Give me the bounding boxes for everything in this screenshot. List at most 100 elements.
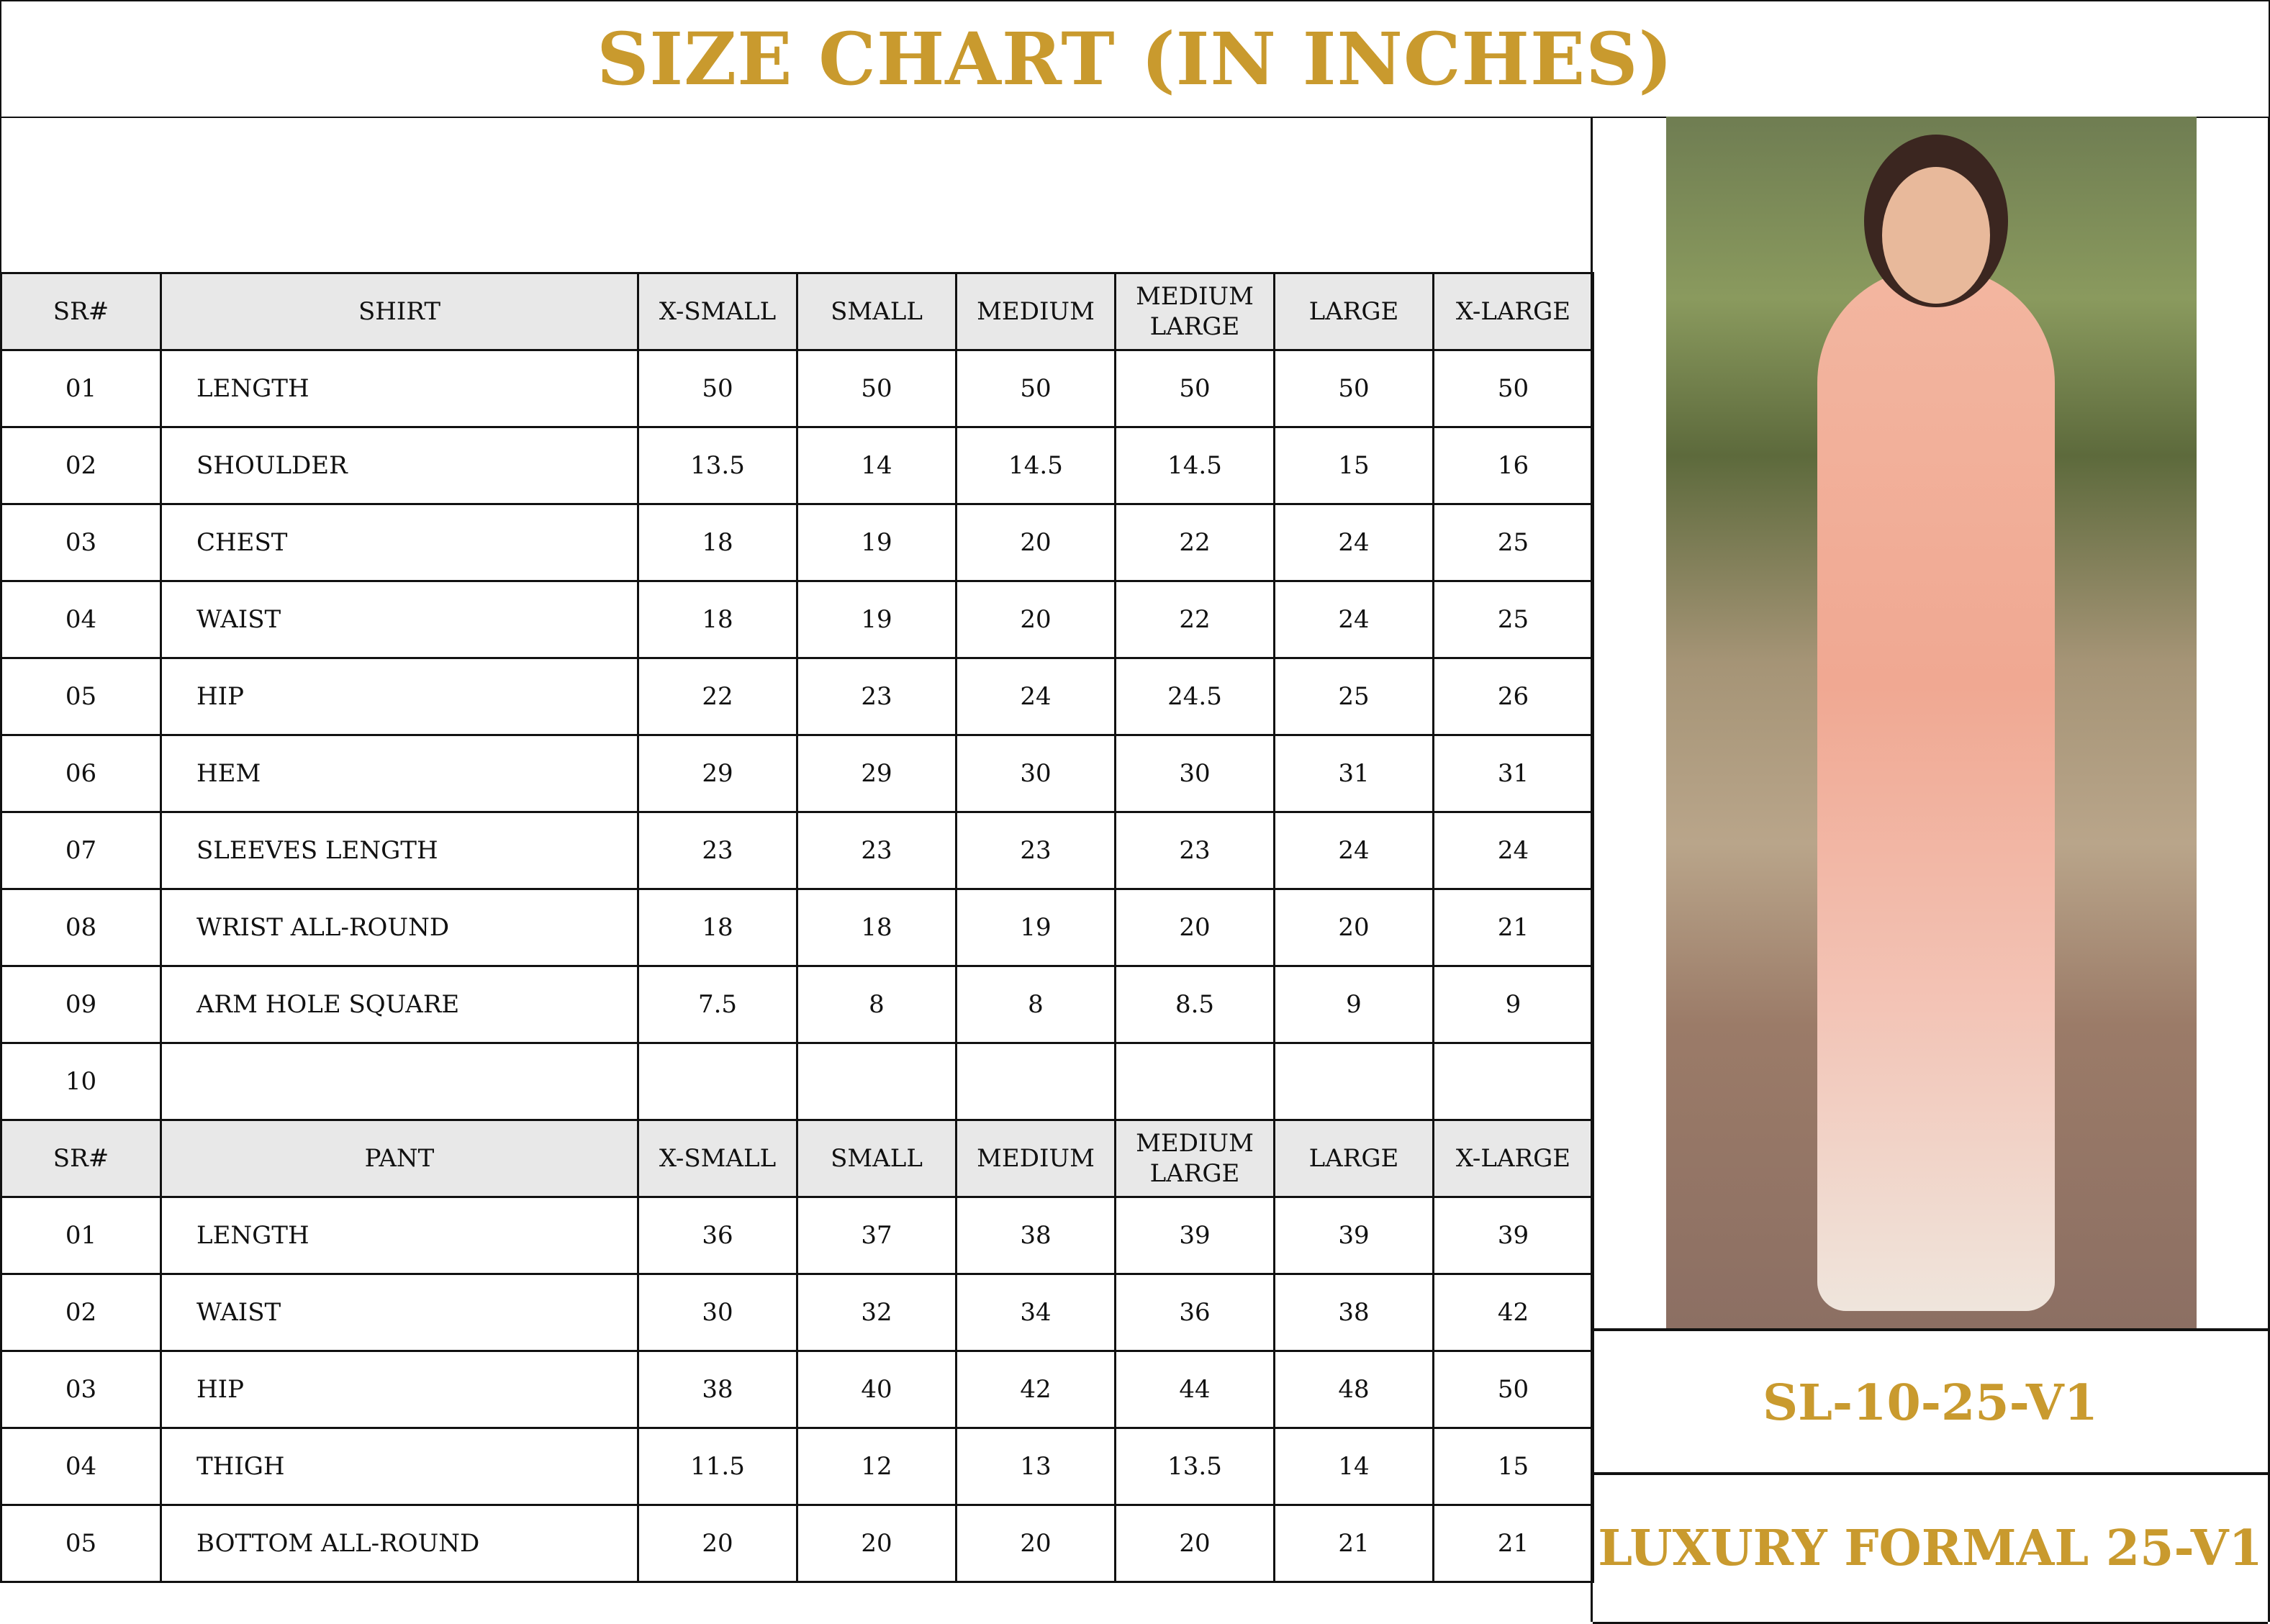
pant-table-row-cell: 44 (1114, 1350, 1275, 1429)
shirt-table-row-cell: ARM HOLE SQUARE (160, 965, 639, 1044)
shirt-table-row-cell: 30 (1114, 734, 1275, 813)
pant-table-row-cell: 38 (955, 1196, 1116, 1275)
shirt-header-row-cell: SHIRT (160, 272, 639, 351)
shirt-table-row-cell: 24 (1432, 811, 1594, 890)
pant-table-row-cell: 38 (1273, 1273, 1434, 1352)
pant-table-row-cell: 01 (0, 1196, 162, 1275)
shirt-table-row-cell: 13.5 (637, 426, 798, 505)
size-table: SR# SHIRT X-SMALL SMALL MEDIUM MEDIUM LARGE LAR… (0, 272, 1594, 1583)
shirt-table-row-cell: 8 (796, 965, 957, 1044)
pant-header-row-cell: SR# (0, 1119, 162, 1198)
shirt-table-row-cell: 07 (0, 811, 162, 890)
shirt-table-row-cell: 01 (0, 349, 162, 428)
pant-table-row-cell: HIP (160, 1350, 639, 1429)
shirt-table-row-cell (955, 1042, 1116, 1121)
shirt-table-row-cell: 20 (955, 580, 1116, 659)
shirt-table-row-cell: 23 (637, 811, 798, 890)
shirt-table-row-cell (1114, 1042, 1275, 1121)
shirt-table-row-cell: 50 (1114, 349, 1275, 428)
shirt-table-row-cell: 15 (1273, 426, 1434, 505)
dress-shape (1817, 268, 2055, 1311)
shirt-table-row-cell: 20 (955, 503, 1116, 582)
header-line: MEDIUM (1136, 282, 1254, 311)
shirt-header-row: SR# SHIRT X-SMALL SMALL MEDIUM MEDIUM LARGE LAR… (0, 272, 1594, 351)
pant-table-row-cell: 37 (796, 1196, 957, 1275)
shirt-table-row-cell (1273, 1042, 1434, 1121)
pant-table-row-cell: 20 (955, 1504, 1116, 1583)
pant-table-row-cell: 39 (1273, 1196, 1434, 1275)
shirt-table-row-cell: 05 (0, 657, 162, 736)
shirt-table-row-cell: HIP (160, 657, 639, 736)
pant-table-row-cell: 21 (1273, 1504, 1434, 1583)
shirt-header-row-cell: X-SMALL (637, 272, 798, 351)
shirt-table-row-cell: 9 (1273, 965, 1434, 1044)
pant-header-row-cell: MEDIUM (955, 1119, 1116, 1198)
pant-table-row-cell: 21 (1432, 1504, 1594, 1583)
collection-name: LUXURY FORMAL 25-V1 (1593, 1472, 2268, 1624)
shirt-table-row-cell: 50 (1432, 349, 1594, 428)
shirt-table-row-cell: 29 (637, 734, 798, 813)
shirt-table-row-cell: 22 (637, 657, 798, 736)
shirt-table-row-cell: 20 (1114, 888, 1275, 967)
pant-header-row: SR# PANT X-SMALL SMALL MEDIUM MEDIUM LARGE LARG… (0, 1119, 1594, 1198)
pant-table-row-cell: 34 (955, 1273, 1116, 1352)
shirt-table-row: 01 LENGTH 50 50 50 50 50 50 (0, 349, 1594, 428)
pant-header-row-cell: MEDIUM LARGE (1114, 1119, 1275, 1198)
pant-table-row-cell: 48 (1273, 1350, 1434, 1429)
pant-table-row-cell: 20 (1114, 1504, 1275, 1583)
shirt-table-row-cell: 22 (1114, 580, 1275, 659)
pant-table-row-cell: BOTTOM ALL-ROUND (160, 1504, 639, 1583)
pant-table-row-cell: 20 (637, 1504, 798, 1583)
shirt-table-row-cell (637, 1042, 798, 1121)
shirt-table-row-cell: 02 (0, 426, 162, 505)
pant-table-row-cell: THIGH (160, 1427, 639, 1506)
shirt-table-row-cell: 19 (796, 580, 957, 659)
shirt-table-row-cell: 50 (637, 349, 798, 428)
page-title: SIZE CHART (IN INCHES) (597, 17, 1673, 101)
pant-table-row: 04 THIGH 11.5 12 13 13.5 14 15 (0, 1427, 1594, 1506)
header-line: MEDIUM (1136, 1129, 1254, 1158)
shirt-table-row: 07 SLEEVES LENGTH 23 23 23 23 24 24 (0, 811, 1594, 890)
shirt-table-row-cell: 14.5 (955, 426, 1116, 505)
shirt-table-row-cell: 19 (796, 503, 957, 582)
pant-table-row-cell: LENGTH (160, 1196, 639, 1275)
shirt-header-row-cell: SMALL (796, 272, 957, 351)
shirt-table-row-cell: LENGTH (160, 349, 639, 428)
shirt-table-row-cell: WRIST ALL-ROUND (160, 888, 639, 967)
shirt-table-row-cell: 50 (796, 349, 957, 428)
shirt-table-row-cell: 31 (1432, 734, 1594, 813)
shirt-table-row: 08 WRIST ALL-ROUND 18 18 19 20 20 21 (0, 888, 1594, 967)
shirt-table-row-cell: 22 (1114, 503, 1275, 582)
pant-table-row: 05 BOTTOM ALL-ROUND 20 20 20 20 21 21 (0, 1504, 1594, 1583)
shirt-table-row-cell: 9 (1432, 965, 1594, 1044)
pant-table-row-cell: 11.5 (637, 1427, 798, 1506)
head-shape (1882, 167, 1990, 304)
shirt-table-row-cell: SLEEVES LENGTH (160, 811, 639, 890)
shirt-table-row-cell: WAIST (160, 580, 639, 659)
shirt-table-row-cell (796, 1042, 957, 1121)
shirt-table-row-cell: 21 (1432, 888, 1594, 967)
shirt-table-row-cell: 18 (637, 580, 798, 659)
shirt-table-row: 03 CHEST 18 19 20 22 24 25 (0, 503, 1594, 582)
shirt-table-row-cell: HEM (160, 734, 639, 813)
shirt-table-row-cell: 18 (796, 888, 957, 967)
pant-table-row: 01 LENGTH 36 37 38 39 39 39 (0, 1196, 1594, 1275)
shirt-header-row-cell: MEDIUM LARGE (1114, 272, 1275, 351)
pant-table-row-cell: 02 (0, 1273, 162, 1352)
shirt-table-row-cell: 7.5 (637, 965, 798, 1044)
shirt-header-row-cell: X-LARGE (1432, 272, 1594, 351)
shirt-table-row-cell: 31 (1273, 734, 1434, 813)
pant-table-row-cell: 38 (637, 1350, 798, 1429)
pant-table-row-cell: 12 (796, 1427, 957, 1506)
shirt-table-row-cell: 24.5 (1114, 657, 1275, 736)
pant-table-row: 02 WAIST 30 32 34 36 38 42 (0, 1273, 1594, 1352)
shirt-table-row-cell: 24 (955, 657, 1116, 736)
shirt-table-row: 09 ARM HOLE SQUARE 7.5 8 8 8.5 9 9 (0, 965, 1594, 1044)
blank-area (0, 117, 1591, 272)
shirt-table-row-cell: 50 (1273, 349, 1434, 428)
shirt-table-row-cell: 25 (1273, 657, 1434, 736)
shirt-table-row-cell: 06 (0, 734, 162, 813)
shirt-table-row-cell: 20 (1273, 888, 1434, 967)
pant-header-row-cell: PANT (160, 1119, 639, 1198)
product-panel: SL-10-25-V1 LUXURY FORMAL 25-V1 (1591, 117, 2270, 1624)
